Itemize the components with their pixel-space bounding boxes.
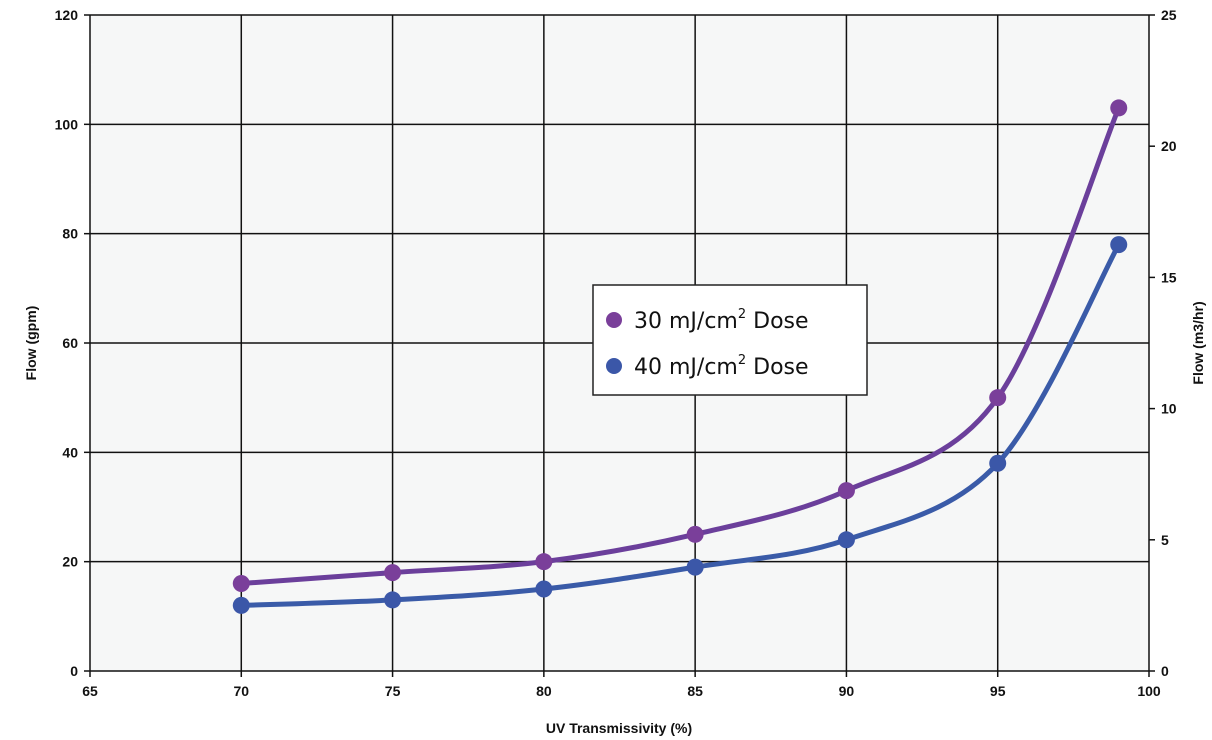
legend-label-30-main: 30 mJ/cm xyxy=(634,309,738,334)
data-point-series-1 xyxy=(232,596,250,614)
data-point-series-0 xyxy=(686,525,704,543)
legend-item-40-dose: 40 mJ/cm2 Dose xyxy=(606,353,809,380)
y-tick-label: 100 xyxy=(55,116,79,132)
legend-marker-30-dose xyxy=(606,312,622,328)
data-point-series-1 xyxy=(1110,236,1128,254)
y-axis-ticks: 0 20 40 60 80 100 120 xyxy=(55,7,90,679)
data-point-series-0 xyxy=(1110,99,1128,117)
x-tick-label: 100 xyxy=(1137,683,1161,699)
data-point-series-0 xyxy=(989,389,1007,407)
x-axis-ticks: 65 70 75 80 85 90 95 100 xyxy=(82,671,1161,699)
data-point-series-0 xyxy=(232,575,250,593)
y-tick-label: 40 xyxy=(62,444,78,460)
legend-label-30-suffix: Dose xyxy=(746,309,808,334)
y2-axis-ticks: 0 5 10 15 20 25 xyxy=(1149,7,1177,679)
y2-tick-label: 5 xyxy=(1161,532,1169,548)
y-tick-label: 20 xyxy=(62,554,78,570)
data-point-series-1 xyxy=(686,558,704,576)
legend: 30 mJ/cm2 Dose 40 mJ/cm2 Dose xyxy=(592,284,868,396)
data-point-series-0 xyxy=(837,482,855,500)
legend-label-40-sup: 2 xyxy=(738,353,746,368)
legend-marker-40-dose xyxy=(606,358,622,374)
gridlines xyxy=(89,14,1150,672)
y2-tick-label: 25 xyxy=(1161,7,1177,23)
legend-label-40-main: 40 mJ/cm xyxy=(634,355,738,380)
x-tick-label: 65 xyxy=(82,683,98,699)
y2-tick-label: 0 xyxy=(1161,663,1169,679)
x-tick-label: 75 xyxy=(385,683,401,699)
data-point-series-1 xyxy=(384,591,402,609)
x-tick-label: 70 xyxy=(233,683,249,699)
series-points xyxy=(232,99,1128,614)
y2-tick-label: 10 xyxy=(1161,401,1177,417)
legend-box xyxy=(592,284,868,396)
y2-tick-label: 15 xyxy=(1161,269,1177,285)
data-point-series-0 xyxy=(384,564,402,582)
y2-axis-label: Flow (m3/hr) xyxy=(1190,301,1206,384)
legend-label-40-dose: 40 mJ/cm2 Dose xyxy=(634,353,809,380)
x-tick-label: 85 xyxy=(687,683,703,699)
x-tick-label: 80 xyxy=(536,683,552,699)
y2-tick-label: 20 xyxy=(1161,138,1177,154)
data-point-series-1 xyxy=(535,580,553,598)
y-axis-label: Flow (gpm) xyxy=(23,306,39,381)
x-axis-label: UV Transmissivity (%) xyxy=(546,720,692,736)
y-tick-label: 60 xyxy=(62,335,78,351)
data-point-series-1 xyxy=(989,454,1007,472)
legend-item-30-dose: 30 mJ/cm2 Dose xyxy=(606,307,809,334)
data-point-series-0 xyxy=(535,553,553,571)
legend-label-40-suffix: Dose xyxy=(746,355,808,380)
y-tick-label: 80 xyxy=(62,226,78,242)
x-tick-label: 90 xyxy=(839,683,855,699)
x-tick-label: 95 xyxy=(990,683,1006,699)
data-point-series-1 xyxy=(837,531,855,549)
legend-label-30-dose: 30 mJ/cm2 Dose xyxy=(634,307,809,334)
y-tick-label: 120 xyxy=(55,7,79,23)
y-tick-label: 0 xyxy=(70,663,78,679)
legend-label-30-sup: 2 xyxy=(738,307,746,322)
